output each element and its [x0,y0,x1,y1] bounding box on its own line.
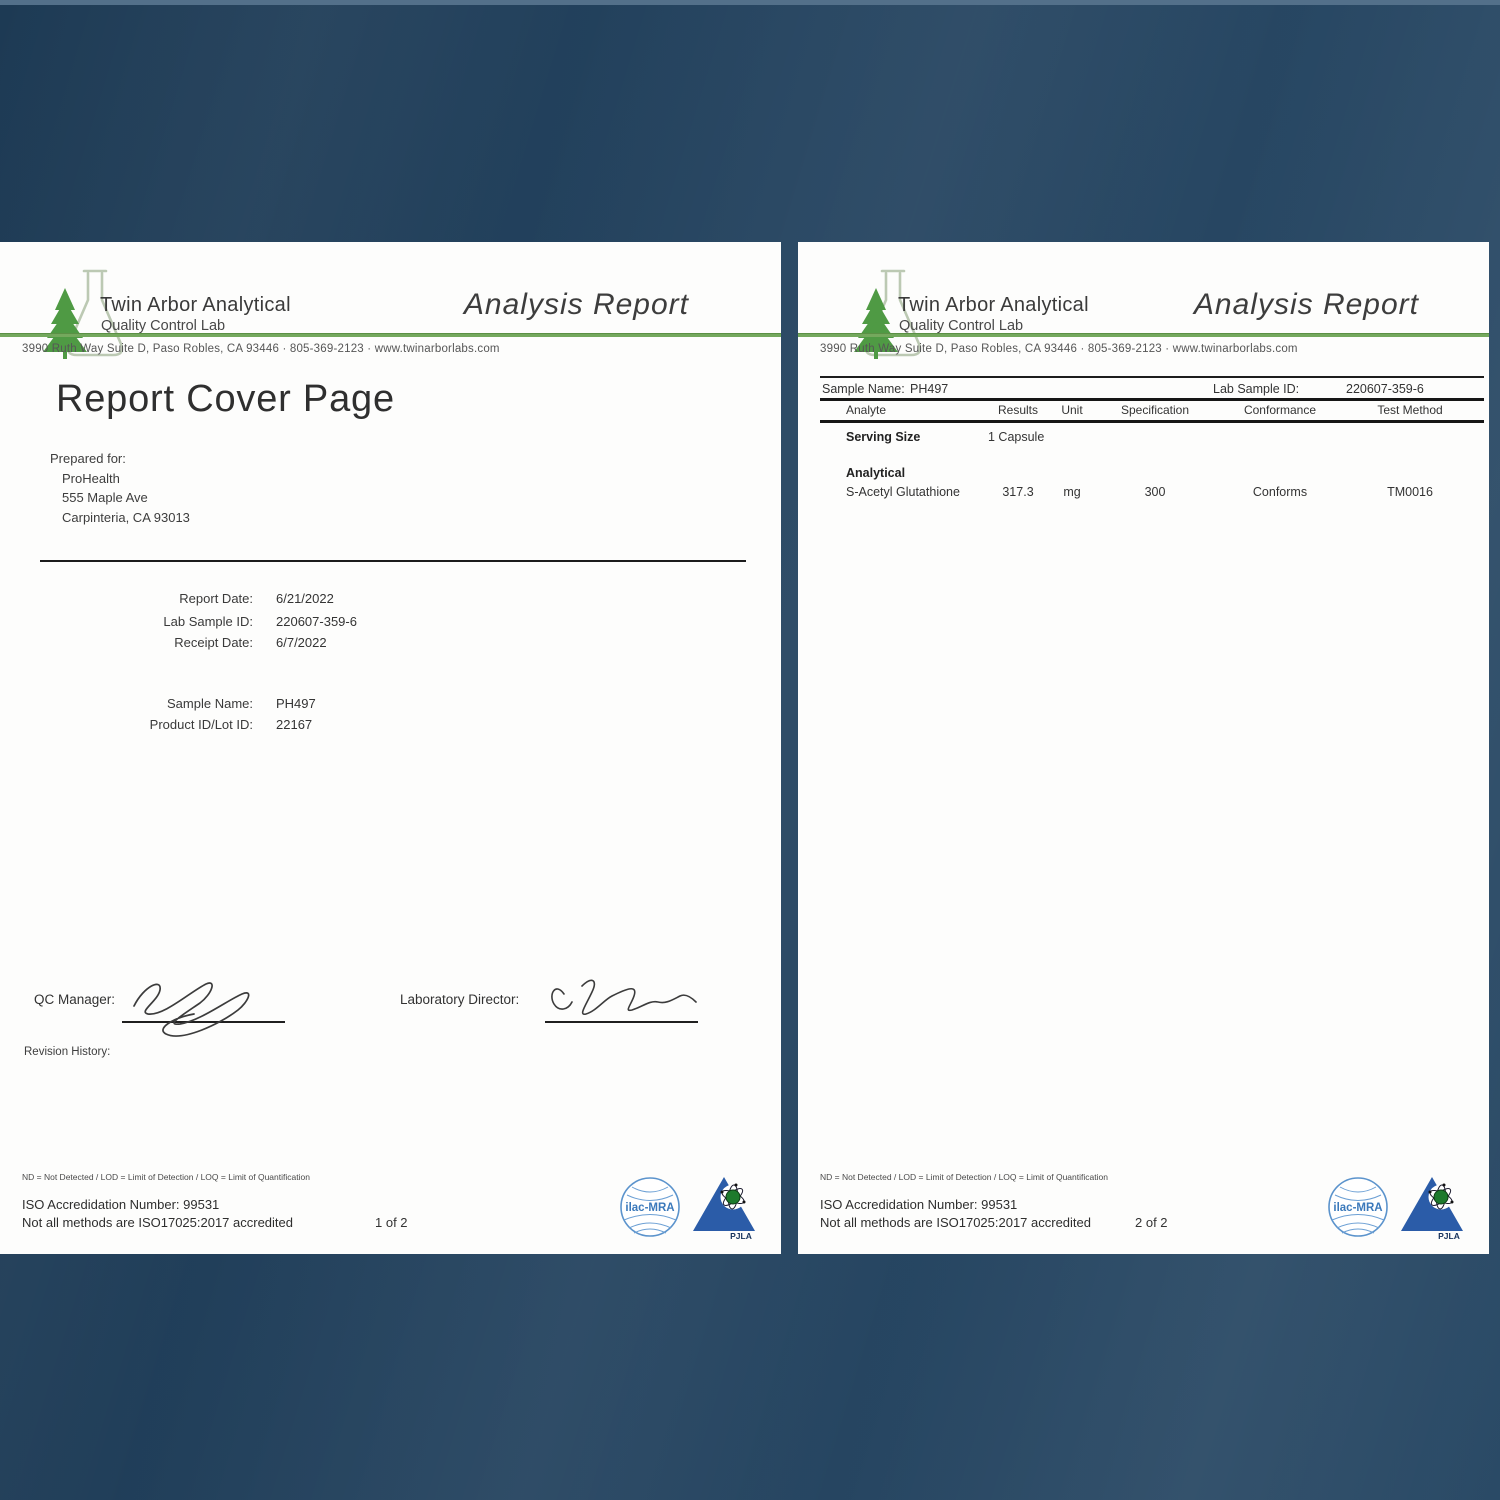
report-date-label: Report Date: [179,591,253,606]
analyte-specification: 300 [1144,485,1166,499]
lab-sample-id-value: 220607-359-6 [1346,382,1424,396]
svg-text:ilac-MRA: ilac-MRA [1333,1202,1382,1214]
analyte-unit: mg [1063,485,1081,499]
analyte-name: S-Acetyl Glutathione [846,485,960,499]
client-address-2: Carpinteria, CA 93013 [62,509,190,525]
cover-page-title: Report Cover Page [56,378,395,420]
table-header-line-bottom [820,420,1484,423]
lab-sample-id-label: Lab Sample ID: [1213,382,1300,396]
lab-logo [854,269,922,359]
accreditation-logos: ilac-MRA PJLA [1326,1174,1465,1240]
column-analyte: Analyte [846,403,887,417]
table-top-line [820,376,1484,378]
serving-size-value: 1 Capsule [988,430,1045,444]
accreditation-logos: ilac-MRA PJLA [618,1174,757,1240]
abbreviation-note: ND = Not Detected / LOD = Limit of Detec… [22,1172,310,1182]
qc-signature-line [122,1021,285,1023]
product-id-row: Product ID/Lot ID: 22167 [0,717,781,733]
abbreviation-note: ND = Not Detected / LOD = Limit of Detec… [820,1172,1108,1182]
sample-name-value: PH497 [276,696,316,711]
header-rule [798,333,1489,337]
receipt-date-label: Receipt Date: [174,635,253,650]
column-results: Results [997,403,1038,417]
sample-name-label: Sample Name: [167,696,253,711]
product-id-label: Product ID/Lot ID: [149,717,253,732]
iso-accreditation-note: Not all methods are ISO17025:2017 accred… [820,1215,1092,1230]
client-name: ProHealth [62,470,120,486]
lab-director-signature [551,979,697,1015]
lab-address: 3990 Ruth Way Suite D, Paso Robles, CA 9… [22,343,500,355]
lab-sample-id-label: Lab Sample ID: [163,614,253,629]
analyte-test-method: TM0016 [1387,485,1433,499]
lab-director-signature-line [545,1021,698,1023]
lab-sample-id-value: 220607-359-6 [276,614,357,629]
client-address-1: 555 Maple Ave [62,490,148,505]
analyte-result: 317.3 [1002,485,1034,499]
table-header-line-top [820,398,1484,401]
prepared-for-block: Prepared for: ProHealth 555 Maple Ave Ca… [50,449,190,527]
pine-tree-icon [854,288,898,359]
lab-sample-id-row: Lab Sample ID: 220607-359-6 [0,614,781,630]
analytical-section-label: Analytical [846,466,906,480]
sample-name-label: Sample Name: [822,382,905,396]
cover-divider [40,560,746,562]
header-rule [0,333,781,337]
column-specification: Specification [1120,403,1190,417]
ilac-mra-logo: ilac-MRA [620,1177,680,1237]
report-page-2: Twin Arbor Analytical Quality Control La… [798,242,1489,1254]
receipt-date-value: 6/7/2022 [276,635,327,650]
product-id-value: 22167 [276,717,313,732]
receipt-date-row: Receipt Date: 6/7/2022 [0,635,781,651]
company-subtitle: Quality Control Lab [899,318,1024,334]
page-number: 2 of 2 [1135,1215,1168,1230]
column-test-method: Test Method [1377,403,1443,417]
qc-signature [133,982,250,1037]
company-name: Twin Arbor Analytical [898,294,1089,316]
pine-tree-icon [43,288,87,359]
qc-manager-label: QC Manager: [34,992,116,1007]
lab-director-label: Laboratory Director: [400,992,520,1007]
company-name: Twin Arbor Analytical [100,294,291,316]
svg-text:ilac-MRA: ilac-MRA [625,1202,674,1214]
pjla-logo: PJLA [693,1177,755,1240]
prepared-for-label: Prepared for: [50,451,126,466]
report-date-value: 6/21/2022 [276,591,334,606]
iso-accreditation-number: ISO Accredidation Number: 99531 [820,1197,1018,1212]
report-page-1: Twin Arbor Analytical Quality Control La… [0,242,781,1254]
company-subtitle: Quality Control Lab [101,318,226,334]
svg-text:PJLA: PJLA [730,1231,752,1240]
page-number: 1 of 2 [375,1215,408,1230]
iso-accreditation-number: ISO Accredidation Number: 99531 [22,1197,220,1212]
analyte-conformance: Conforms [1252,485,1308,499]
sample-name-value: PH497 [910,382,949,396]
report-title: Analysis Report [1193,288,1419,321]
revision-history-label: Revision History: [24,1046,111,1058]
pjla-logo: PJLA [1401,1177,1463,1240]
serving-size-label: Serving Size [846,430,921,444]
sample-name-row: Sample Name: PH497 [0,696,781,712]
svg-text:PJLA: PJLA [1438,1231,1460,1240]
ilac-mra-logo: ilac-MRA [1328,1177,1388,1237]
background-top-edge [0,0,1500,5]
column-conformance: Conformance [1243,403,1317,417]
report-title: Analysis Report [463,288,689,321]
report-date-row: Report Date: 6/21/2022 [0,591,781,607]
column-unit: Unit [1061,403,1083,417]
lab-logo [43,269,124,359]
iso-accreditation-note: Not all methods are ISO17025:2017 accred… [22,1215,294,1230]
lab-address: 3990 Ruth Way Suite D, Paso Robles, CA 9… [820,343,1298,355]
